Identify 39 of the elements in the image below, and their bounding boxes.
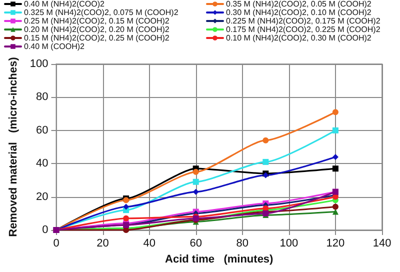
point (332, 127, 338, 134)
point (332, 204, 338, 210)
x-tick-label: 140 (372, 238, 392, 250)
y-axis-title: Removed material (micro-inches) (8, 56, 20, 237)
legend-label: 0.35 M (NH4)2(COO)2, 0.05 M (COOH)2 (226, 0, 372, 8)
x-tick-label: 40 (143, 238, 156, 250)
point (192, 188, 199, 195)
legend-label: 0.30 M (NH4)2(COO)2, 0.10 M (COOH)2 (226, 8, 372, 17)
legend-label: 0.25 M (NH4)2(COO)2, 0.15 M (COOH)2 (24, 16, 170, 26)
y-tick-label: 100 (30, 58, 48, 70)
point (332, 109, 338, 116)
y-tick-label: 40 (36, 158, 48, 170)
y-tick-label: 0 (42, 224, 48, 236)
x-tick-label: 80 (236, 238, 249, 250)
point (123, 204, 130, 210)
y-tick-label: 20 (36, 190, 48, 203)
point (123, 215, 130, 222)
point (262, 137, 269, 144)
legend-label: 0.15 M (NH4)2(COO)2, 0.25 M (COOH)2 (24, 34, 170, 42)
legend-label: 0.40 M (NH4)2(COO)2 (24, 0, 106, 8)
point (192, 178, 199, 185)
legend-label: 0.175 M (NH4)2(COO)2, 0.225 M (COOH)2 (226, 25, 381, 34)
point (192, 168, 199, 175)
x-tick-label: 60 (190, 238, 202, 250)
legend-label: 0.225 M (NH4)2(COO)2, 0.175 M (COOH)2 (226, 16, 381, 26)
x-tick-label: 120 (326, 238, 345, 250)
y-tick-label: 80 (36, 91, 48, 104)
legend-label: 0.20 M (NH4)2(COO)2, 0.20 M (COOH)2 (24, 25, 170, 34)
point (332, 154, 338, 160)
x-tick-label: 100 (280, 238, 298, 250)
legend-label: 0.40 M (COOH)2 (24, 42, 86, 51)
point (332, 166, 338, 172)
legend-label: 0.325 M (NH4)2(COO)2, 0.075 M (COOH)2 (24, 8, 179, 17)
x-axis-title: Acid time (minutes) (165, 253, 274, 266)
point (262, 158, 269, 165)
y-tick-label: 60 (36, 124, 48, 136)
legend-label: 0.10 M (NH4)2(COO)2, 0.30 M (COOH)2 (226, 34, 372, 42)
x-tick-label: 0 (53, 238, 60, 250)
x-tick-label: 20 (96, 238, 109, 250)
